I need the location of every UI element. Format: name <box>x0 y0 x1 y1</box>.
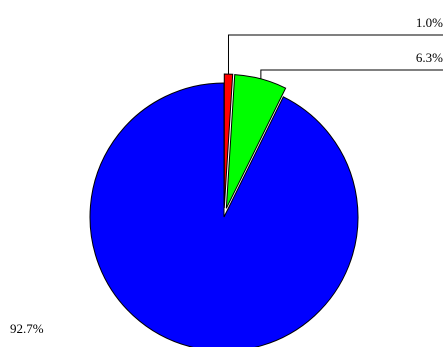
pie-labels: 1.0% 6.3% 92.7% <box>10 15 443 336</box>
slice-label-2: 6.3% <box>416 50 443 65</box>
pie-slices <box>89 73 359 347</box>
leader-line-2 <box>260 69 443 79</box>
pie-leader-lines <box>227 34 443 79</box>
leader-line-1 <box>227 34 443 75</box>
pie-slice-2 <box>225 74 287 209</box>
pie-slice-3 <box>89 82 359 347</box>
slice-label-3: 92.7% <box>10 321 44 336</box>
slice-label-1: 1.0% <box>416 15 443 30</box>
